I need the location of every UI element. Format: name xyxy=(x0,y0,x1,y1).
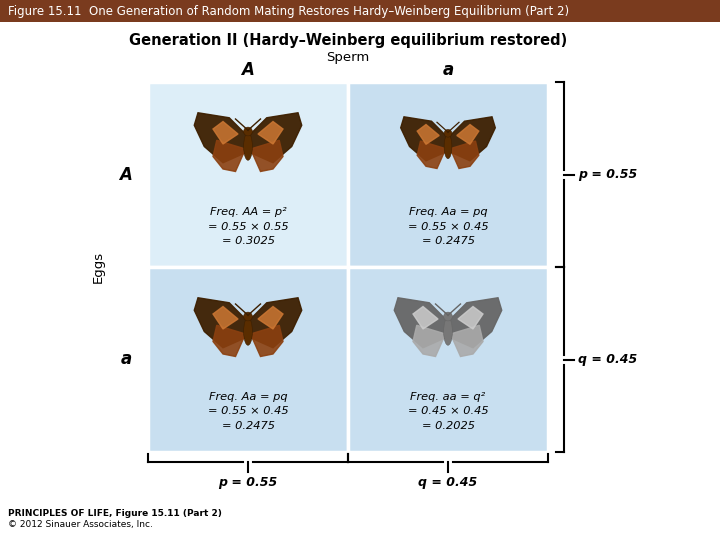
Text: A: A xyxy=(120,165,132,184)
Polygon shape xyxy=(448,117,495,161)
Text: Freq. Aa = pq
= 0.55 × 0.45
= 0.2475: Freq. Aa = pq = 0.55 × 0.45 = 0.2475 xyxy=(408,207,488,246)
Ellipse shape xyxy=(444,318,452,345)
Ellipse shape xyxy=(243,133,253,160)
Text: Freq. AA = p²
= 0.55 × 0.55
= 0.3025: Freq. AA = p² = 0.55 × 0.55 = 0.3025 xyxy=(207,207,288,246)
Bar xyxy=(148,267,348,452)
Ellipse shape xyxy=(444,134,452,159)
Polygon shape xyxy=(251,325,283,356)
Bar xyxy=(148,82,348,267)
Polygon shape xyxy=(451,325,483,356)
Polygon shape xyxy=(213,307,238,329)
Circle shape xyxy=(444,130,452,137)
Polygon shape xyxy=(251,140,283,172)
Polygon shape xyxy=(213,325,246,356)
Polygon shape xyxy=(401,117,448,161)
Polygon shape xyxy=(458,307,483,329)
Text: Figure 15.11  One Generation of Random Mating Restores Hardy–Weinberg Equilibriu: Figure 15.11 One Generation of Random Ma… xyxy=(8,4,569,17)
Polygon shape xyxy=(450,141,479,168)
Polygon shape xyxy=(413,307,438,329)
Text: PRINCIPLES OF LIFE, Figure 15.11 (Part 2): PRINCIPLES OF LIFE, Figure 15.11 (Part 2… xyxy=(8,510,222,518)
Polygon shape xyxy=(413,325,446,356)
Text: Freq. Aa = pq
= 0.55 × 0.45
= 0.2475: Freq. Aa = pq = 0.55 × 0.45 = 0.2475 xyxy=(207,392,288,431)
Text: q = 0.45: q = 0.45 xyxy=(418,476,477,489)
Polygon shape xyxy=(258,122,283,144)
Polygon shape xyxy=(417,141,446,168)
Polygon shape xyxy=(248,113,302,163)
Polygon shape xyxy=(194,298,248,348)
Bar xyxy=(348,267,548,452)
Text: q = 0.45: q = 0.45 xyxy=(578,353,637,366)
Circle shape xyxy=(243,312,253,321)
Bar xyxy=(0,0,720,22)
Text: p = 0.55: p = 0.55 xyxy=(578,168,637,181)
Text: Sperm: Sperm xyxy=(326,51,369,64)
Polygon shape xyxy=(194,113,248,163)
Polygon shape xyxy=(258,307,283,329)
Polygon shape xyxy=(213,140,246,172)
Text: p = 0.55: p = 0.55 xyxy=(218,476,278,489)
Polygon shape xyxy=(417,125,439,144)
Circle shape xyxy=(243,127,253,136)
Polygon shape xyxy=(448,298,502,348)
Text: Generation II (Hardy–Weinberg equilibrium restored): Generation II (Hardy–Weinberg equilibriu… xyxy=(129,32,567,48)
Text: a: a xyxy=(120,350,132,368)
Bar xyxy=(348,82,548,267)
Text: a: a xyxy=(442,61,454,79)
Text: Freq. aa = q²
= 0.45 × 0.45
= 0.2025: Freq. aa = q² = 0.45 × 0.45 = 0.2025 xyxy=(408,392,488,431)
Polygon shape xyxy=(213,122,238,144)
Text: A: A xyxy=(242,61,254,79)
Polygon shape xyxy=(456,125,479,144)
Polygon shape xyxy=(395,298,448,348)
Ellipse shape xyxy=(243,318,253,345)
Text: Eggs: Eggs xyxy=(91,251,104,283)
Text: © 2012 Sinauer Associates, Inc.: © 2012 Sinauer Associates, Inc. xyxy=(8,519,153,529)
Polygon shape xyxy=(248,298,302,348)
Circle shape xyxy=(444,312,452,321)
